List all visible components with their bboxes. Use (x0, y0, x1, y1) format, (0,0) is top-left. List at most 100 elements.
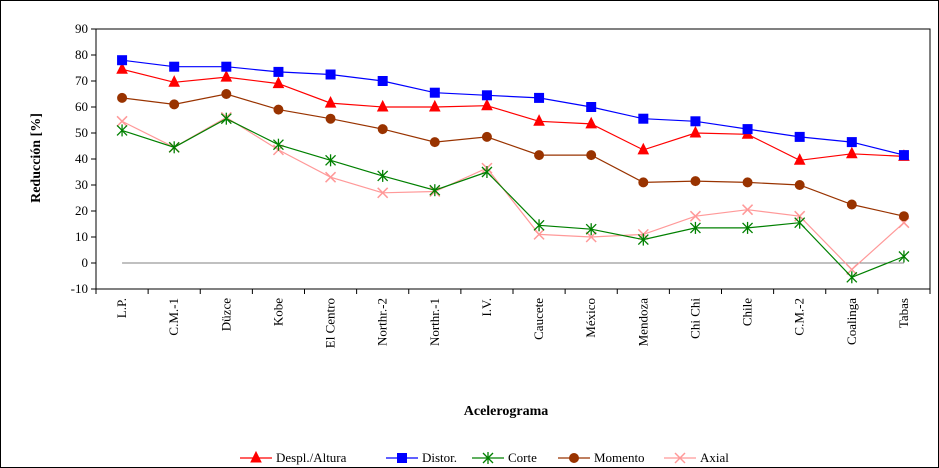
data-point (429, 99, 441, 112)
marker-shape (638, 177, 649, 188)
marker-shape (220, 69, 233, 82)
legend-marker (397, 453, 407, 463)
data-point (586, 150, 597, 161)
marker-shape (273, 66, 284, 77)
data-point (116, 115, 128, 127)
data-point (689, 125, 702, 138)
data-point (794, 216, 806, 229)
legend-label: Axial (700, 450, 729, 465)
legend-item: Momento (558, 450, 645, 465)
marker-shape (637, 142, 650, 155)
plot-area-border (95, 28, 931, 290)
x-tick-label: Coalinga (844, 298, 859, 345)
marker-shape (116, 62, 128, 74)
x-tick-label: Caucete (531, 298, 546, 340)
marker-shape (325, 69, 336, 80)
y-tick-label: 30 (75, 177, 88, 192)
marker-shape (846, 146, 858, 159)
data-point (481, 166, 493, 178)
data-point (273, 66, 284, 77)
data-point (585, 231, 597, 243)
data-point (586, 102, 597, 112)
data-point (325, 154, 337, 167)
data-point (168, 141, 180, 154)
data-point (481, 90, 492, 101)
marker-shape (169, 61, 180, 72)
data-point (533, 219, 545, 232)
data-point (221, 61, 232, 72)
legend-marker (569, 453, 579, 463)
marker-shape (481, 131, 492, 142)
marker-shape (377, 76, 388, 86)
data-point (220, 69, 233, 82)
data-point (742, 177, 753, 188)
x-tick-label: C.M.-1 (166, 298, 181, 336)
legend-marker (674, 452, 686, 464)
marker-stroke (674, 452, 686, 464)
x-tick-label: Kobe (270, 298, 285, 326)
y-tick-label: 10 (75, 229, 88, 244)
legend: Despl./Altura Distor. Corte Momento Axial (240, 450, 729, 465)
marker-shape (397, 453, 407, 463)
marker-shape (793, 153, 806, 165)
legend-item: Despl./Altura (240, 450, 347, 465)
y-tick-label: 20 (75, 203, 88, 218)
marker-stroke (325, 171, 337, 183)
marker-shape (534, 92, 545, 103)
marker-shape (168, 75, 180, 87)
data-point (168, 75, 180, 87)
marker-shape (429, 137, 440, 148)
legend-item: Distor. (386, 450, 457, 465)
marker-shape (569, 453, 579, 463)
data-point (898, 211, 909, 222)
legend-label: Momento (594, 450, 645, 465)
marker-shape (481, 98, 493, 111)
data-point (689, 210, 701, 222)
x-tick-label: Chile (740, 298, 755, 326)
data-point (793, 153, 806, 165)
data-point (742, 204, 754, 216)
x-tick-label: México (583, 298, 598, 338)
marker-shape (846, 199, 857, 210)
data-point (638, 113, 649, 124)
data-point (377, 169, 389, 182)
x-tick-label: Mendoza (635, 298, 650, 347)
marker-shape (742, 177, 753, 188)
marker-shape (689, 125, 702, 138)
data-point (481, 98, 493, 111)
legend-item: Axial (664, 450, 729, 465)
y-tick-label: 0 (82, 255, 89, 270)
data-point (221, 89, 232, 99)
marker-shape (376, 99, 389, 112)
data-point (116, 62, 128, 74)
marker-shape (117, 92, 128, 103)
marker-shape (794, 131, 805, 142)
data-point (272, 76, 285, 89)
marker-stroke (533, 228, 545, 240)
marker-shape (533, 114, 545, 126)
marker-shape (481, 90, 492, 101)
data-point (324, 95, 337, 108)
x-tick-label: Northr.-1 (427, 298, 442, 346)
legend-label: Distor. (422, 450, 457, 465)
x-tick-label: El Centro (323, 298, 338, 348)
data-point (689, 221, 701, 234)
y-tick-label: -10 (71, 281, 88, 296)
data-point (846, 199, 857, 210)
x-tick-label: L.P. (114, 298, 129, 318)
data-point (846, 263, 858, 276)
data-point (325, 171, 337, 183)
x-tick-label: Düzce (218, 298, 233, 331)
data-point (638, 177, 649, 188)
marker-shape (534, 150, 545, 161)
marker-shape (794, 180, 805, 190)
marker-stroke (377, 187, 389, 199)
x-axis-title: Acelerograma (464, 404, 548, 419)
data-point (169, 99, 180, 110)
data-point (325, 113, 336, 124)
series-line (121, 93, 905, 217)
x-tick-label: Northr.-2 (375, 298, 390, 346)
marker-shape (273, 104, 284, 115)
data-point (898, 150, 909, 161)
